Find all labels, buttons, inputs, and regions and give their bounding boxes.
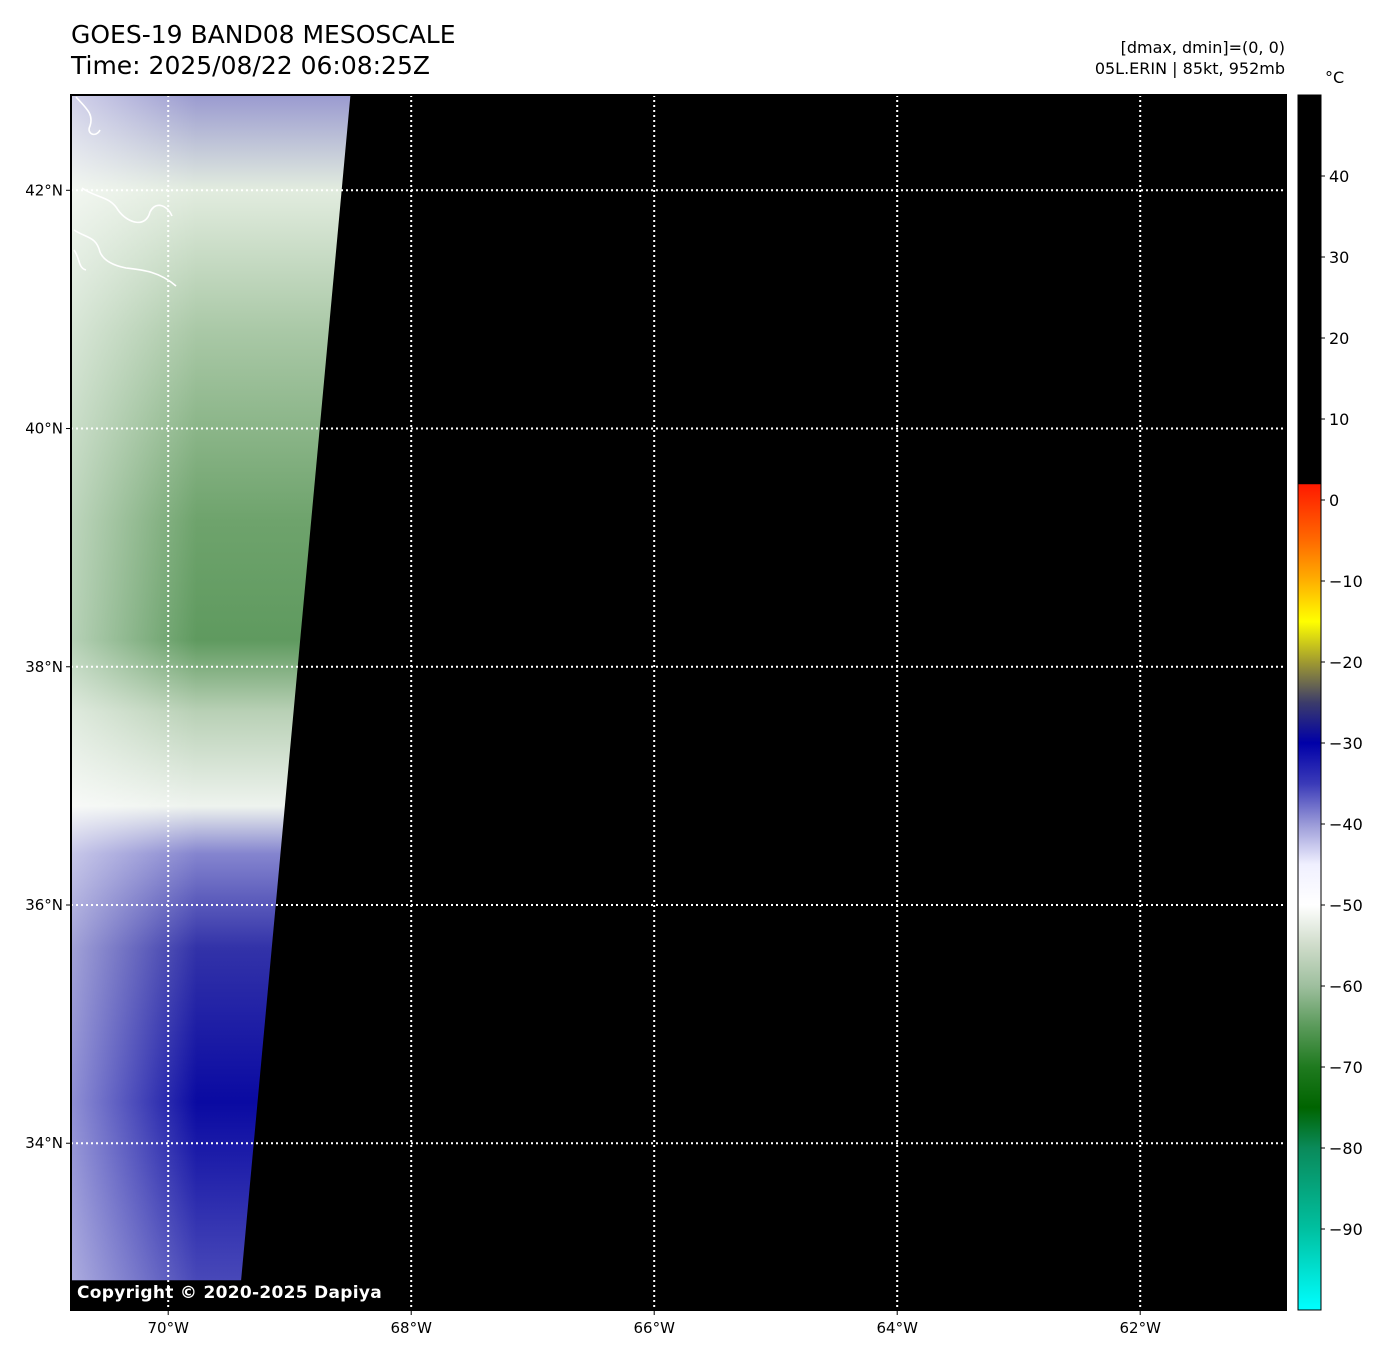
colorbar-tick-label: −30 (1329, 734, 1363, 753)
y-tick-label: 42°N (25, 181, 63, 199)
colorbar-tick-label: −50 (1329, 896, 1363, 915)
y-tick-label: 40°N (25, 420, 63, 438)
colorbar-tick-label: 10 (1329, 410, 1349, 429)
colorbar-tick-label: 40 (1329, 167, 1349, 186)
colorbar-tick-label: 20 (1329, 329, 1349, 348)
x-tick-label: 70°W (147, 1319, 189, 1337)
y-tick-label: 34°N (25, 1134, 63, 1152)
colorbar-tick-label: −10 (1329, 572, 1363, 591)
x-tick-label: 62°W (1119, 1319, 1161, 1337)
y-tick-label: 38°N (25, 658, 63, 676)
colorbar-tick-label: −80 (1329, 1139, 1363, 1158)
colorbar-ticks: 40 30 20 10 0 −10 −20 −30 −40 −50 −60 −70 −80 −90 (1321, 167, 1363, 1239)
chart-title: GOES-19 BAND08 MESOSCALE (71, 20, 456, 49)
imagery-swath-western-haze (71, 95, 351, 1281)
colorbar-tick-label: −90 (1329, 1220, 1363, 1239)
colorbar-unit-label: °C (1325, 68, 1345, 87)
colorbar-tick-label: 0 (1329, 491, 1339, 510)
colorbar-tick-label: −40 (1329, 815, 1363, 834)
x-tick-label: 68°W (390, 1319, 432, 1337)
y-tick-label: 36°N (25, 896, 63, 914)
plot-frame (70, 94, 1287, 1311)
coastline (73, 96, 177, 287)
y-axis: 34°N 36°N 38°N 40°N 42°N (25, 181, 71, 1152)
x-tick-label: 66°W (633, 1319, 675, 1337)
x-tick-label: 64°W (876, 1319, 918, 1337)
chart-timestamp: Time: 2025/08/22 06:08:25Z (71, 51, 430, 80)
dmax-dmin-info: [dmax, dmin]=(0, 0) (1120, 38, 1285, 57)
colorbar-tick-label: −60 (1329, 977, 1363, 996)
storm-info: 05L.ERIN | 85kt, 952mb (1094, 59, 1285, 78)
colorbar-tick-label: −70 (1329, 1058, 1363, 1077)
colorbar-tick-label: 30 (1329, 248, 1349, 267)
colorbar-tick-label: −20 (1329, 653, 1363, 672)
x-axis: 70°W 68°W 66°W 64°W 62°W (147, 1310, 1161, 1337)
copyright-notice: Copyright © 2020-2025 Dapiya (77, 1283, 382, 1303)
colorbar (1297, 94, 1322, 1311)
